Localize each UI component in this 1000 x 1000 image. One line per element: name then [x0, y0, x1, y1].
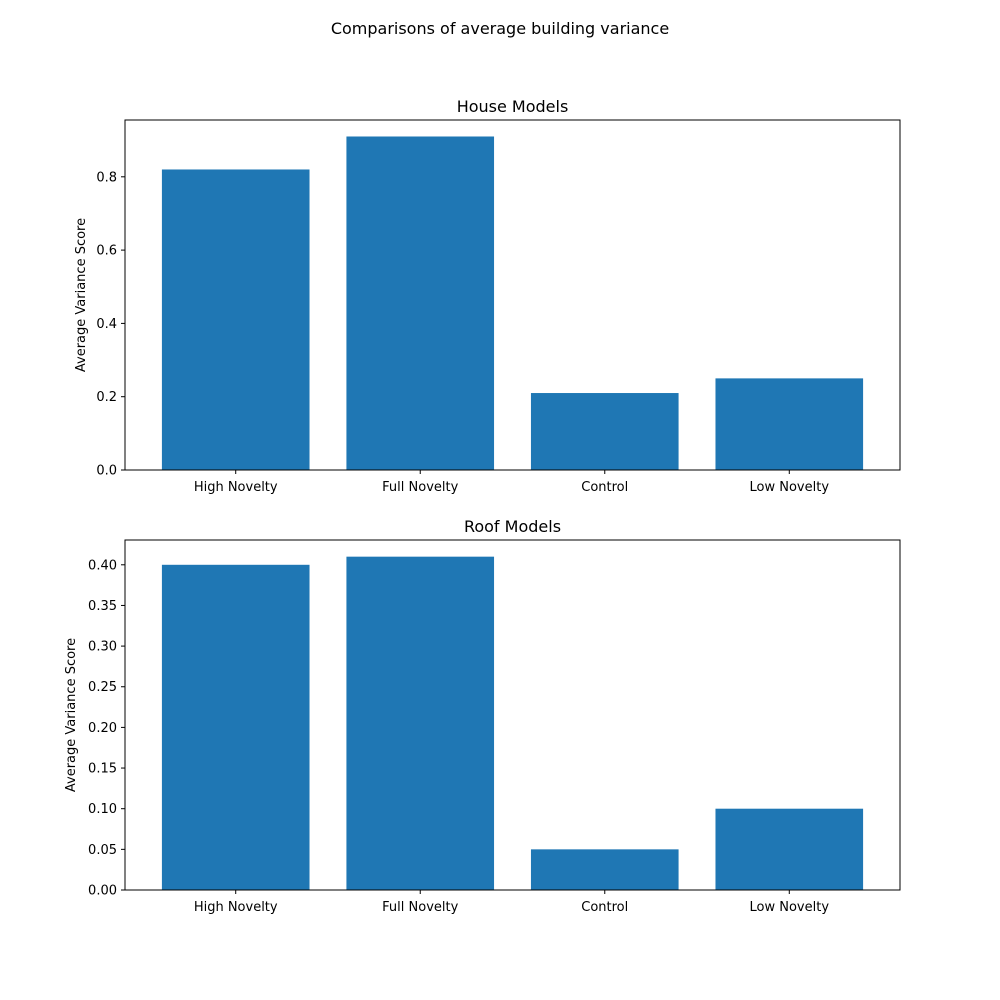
roof-models-ytick-label: 0.20: [88, 721, 117, 736]
roof-models-ytick-label: 0.15: [88, 762, 117, 777]
house-models-bar-full-novelty: [346, 136, 495, 471]
roof-models-ytick-label: 0.10: [88, 802, 117, 817]
roof-models-xtick-label: High Novelty: [194, 900, 278, 915]
roof-models-ytick-label: 0.35: [88, 599, 117, 614]
house-models-bar-high-novelty: [161, 169, 310, 470]
roof-models-ytick-label: 0.00: [88, 884, 117, 899]
roof-models-y-axis-label: Average Variance Score: [64, 638, 79, 792]
house-models-xtick-label: Full Novelty: [382, 480, 458, 495]
roof-models-bar-control: [530, 849, 679, 890]
roof-models-xtick-label: Control: [581, 900, 628, 915]
house-models-bar-low-novelty: [715, 378, 864, 470]
roof-models-xtick-label: Low Novelty: [750, 900, 830, 915]
roof-models-ytick-label: 0.25: [88, 680, 117, 695]
house-models-xtick-label: Control: [581, 480, 628, 495]
roof-models-axes-frame: [124, 539, 901, 891]
house-models-xtick-label: Low Novelty: [750, 480, 830, 495]
roof-models-bar-full-novelty: [346, 556, 495, 890]
house-models-y-axis-label: Average Variance Score: [74, 218, 89, 372]
house-models-chart: House Models 0.0 0.2 0.4 0.6 0.8 High Novelty F…: [74, 97, 901, 495]
house-models-ytick-label: 0.2: [96, 390, 117, 405]
house-models-xtick-label: High Novelty: [194, 480, 278, 495]
roof-models-xtick-label: Full Novelty: [382, 900, 458, 915]
roof-models-bar-low-novelty: [715, 808, 864, 890]
roof-models-ytick-label: 0.40: [88, 558, 117, 573]
house-models-ytick-label: 0.4: [96, 317, 117, 332]
roof-models-chart: Roof Models 0.00 0.05 0.10 0.15 0.20 0.25 0.30 0…: [64, 517, 901, 915]
house-models-ytick-label: 0.6: [96, 244, 117, 259]
house-models-ytick-label: 0.8: [96, 170, 117, 185]
roof-models-ytick-label: 0.30: [88, 640, 117, 655]
figure-title: Comparisons of average building variance: [331, 19, 669, 38]
roof-models-bar-high-novelty: [161, 564, 310, 890]
house-models-title: House Models: [457, 97, 569, 116]
house-models-bar-control: [530, 393, 679, 470]
house-models-axes-frame: [124, 119, 901, 471]
roof-models-title: Roof Models: [464, 517, 561, 536]
house-models-ytick-label: 0.0: [96, 464, 117, 479]
roof-models-ytick-label: 0.05: [88, 843, 117, 858]
